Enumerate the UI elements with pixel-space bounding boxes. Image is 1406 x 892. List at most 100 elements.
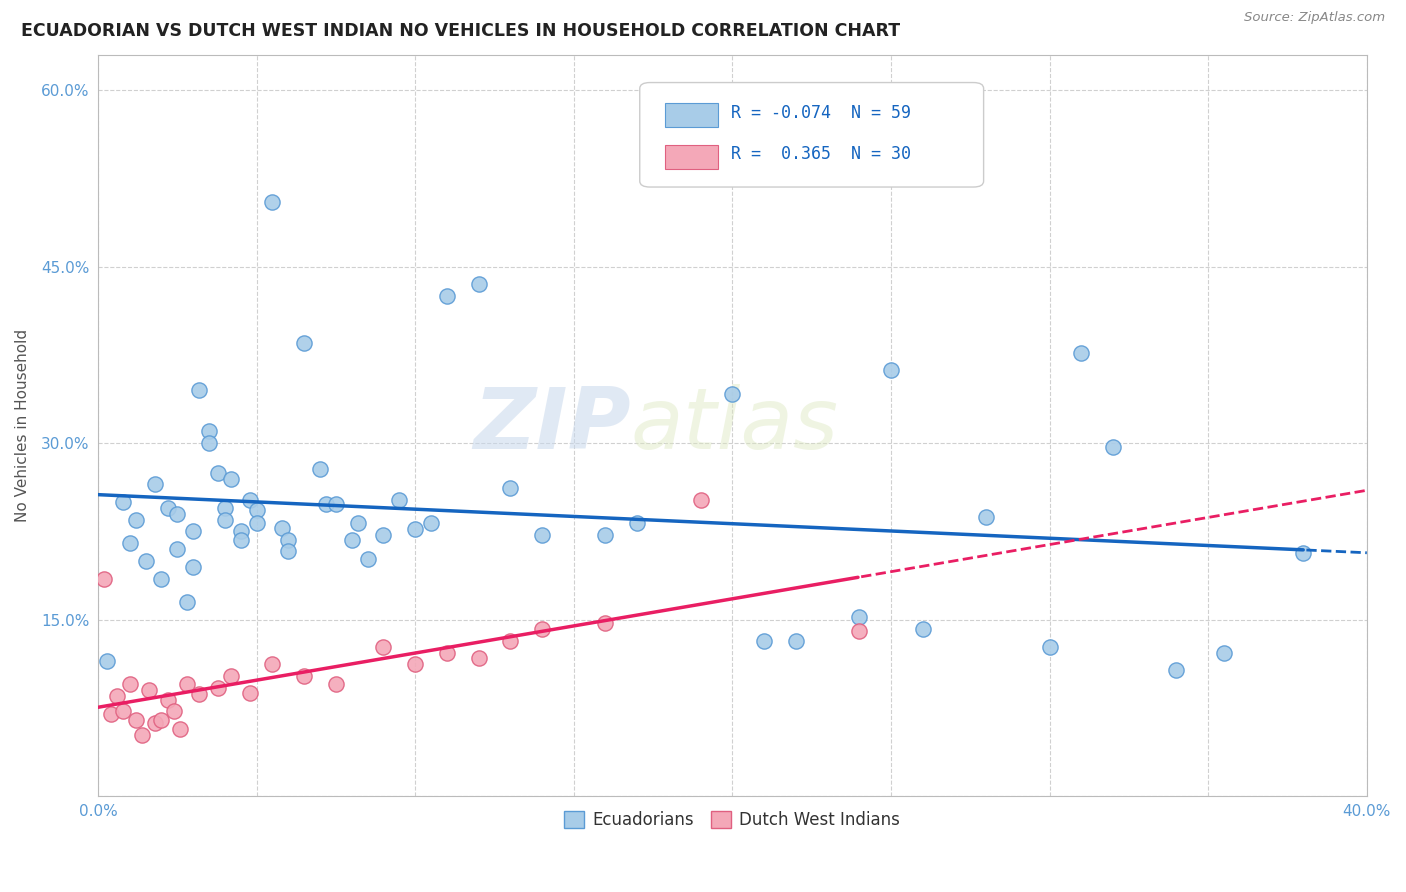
Point: [721, 387, 744, 401]
Point: [207, 466, 229, 480]
Point: [436, 646, 458, 660]
Point: [277, 544, 299, 558]
Bar: [665, 145, 718, 169]
Point: [388, 492, 411, 507]
Point: [467, 651, 489, 665]
Point: [229, 524, 252, 539]
Point: [292, 336, 315, 351]
Point: [1070, 345, 1092, 359]
Bar: [665, 103, 718, 127]
Point: [499, 633, 522, 648]
Point: [315, 497, 337, 511]
Point: [373, 640, 395, 654]
Point: [689, 492, 711, 507]
Text: R =  0.365  N = 30: R = 0.365 N = 30: [731, 145, 911, 163]
Point: [271, 521, 294, 535]
Point: [1292, 546, 1315, 560]
Point: [467, 277, 489, 292]
Point: [96, 654, 118, 668]
Point: [1039, 640, 1062, 654]
FancyBboxPatch shape: [640, 83, 984, 187]
Point: [848, 624, 870, 639]
Point: [156, 692, 179, 706]
Point: [112, 495, 135, 509]
Point: [420, 516, 443, 531]
Point: [752, 633, 775, 648]
Point: [176, 677, 198, 691]
Y-axis label: No Vehicles in Household: No Vehicles in Household: [15, 329, 30, 522]
Text: ZIP: ZIP: [474, 384, 631, 467]
Point: [118, 677, 141, 691]
Point: [181, 559, 204, 574]
Point: [100, 706, 122, 721]
Text: Source: ZipAtlas.com: Source: ZipAtlas.com: [1244, 11, 1385, 24]
Point: [325, 497, 347, 511]
Point: [176, 595, 198, 609]
Point: [531, 622, 554, 636]
Point: [219, 669, 242, 683]
Point: [373, 528, 395, 542]
Point: [262, 195, 284, 210]
Point: [309, 462, 332, 476]
Point: [356, 551, 378, 566]
Point: [150, 713, 173, 727]
Point: [1102, 440, 1125, 454]
Point: [143, 716, 166, 731]
Point: [239, 492, 262, 507]
Point: [112, 705, 135, 719]
Point: [125, 713, 148, 727]
Point: [93, 572, 115, 586]
Point: [531, 528, 554, 542]
Text: ECUADORIAN VS DUTCH WEST INDIAN NO VEHICLES IN HOUSEHOLD CORRELATION CHART: ECUADORIAN VS DUTCH WEST INDIAN NO VEHIC…: [21, 22, 900, 40]
Point: [156, 500, 179, 515]
Point: [1213, 646, 1236, 660]
Point: [404, 657, 426, 672]
Point: [188, 687, 211, 701]
Point: [347, 516, 370, 531]
Point: [143, 477, 166, 491]
Point: [436, 289, 458, 303]
Point: [626, 516, 648, 531]
Point: [188, 384, 211, 398]
Point: [325, 677, 347, 691]
Point: [150, 572, 173, 586]
Point: [239, 685, 262, 699]
Point: [118, 536, 141, 550]
Point: [499, 481, 522, 495]
Text: R = -0.074  N = 59: R = -0.074 N = 59: [731, 104, 911, 122]
Point: [229, 533, 252, 547]
Point: [198, 425, 221, 439]
Point: [219, 471, 242, 485]
Point: [214, 500, 236, 515]
Point: [340, 533, 363, 547]
Point: [166, 507, 188, 521]
Point: [135, 554, 157, 568]
Point: [207, 681, 229, 695]
Point: [595, 616, 617, 631]
Point: [974, 510, 997, 524]
Point: [595, 528, 617, 542]
Point: [880, 363, 903, 377]
Point: [138, 683, 160, 698]
Point: [166, 542, 188, 557]
Point: [245, 516, 267, 531]
Point: [105, 689, 128, 703]
Point: [262, 657, 284, 672]
Point: [404, 522, 426, 536]
Point: [198, 436, 221, 450]
Point: [125, 513, 148, 527]
Point: [292, 669, 315, 683]
Point: [181, 524, 204, 539]
Text: atlas: atlas: [631, 384, 839, 467]
Point: [214, 513, 236, 527]
Point: [1166, 663, 1188, 677]
Point: [131, 728, 153, 742]
Point: [785, 633, 807, 648]
Point: [169, 722, 191, 736]
Point: [245, 503, 267, 517]
Point: [848, 610, 870, 624]
Legend: Ecuadorians, Dutch West Indians: Ecuadorians, Dutch West Indians: [558, 805, 907, 836]
Point: [911, 622, 934, 636]
Point: [163, 705, 186, 719]
Point: [277, 533, 299, 547]
